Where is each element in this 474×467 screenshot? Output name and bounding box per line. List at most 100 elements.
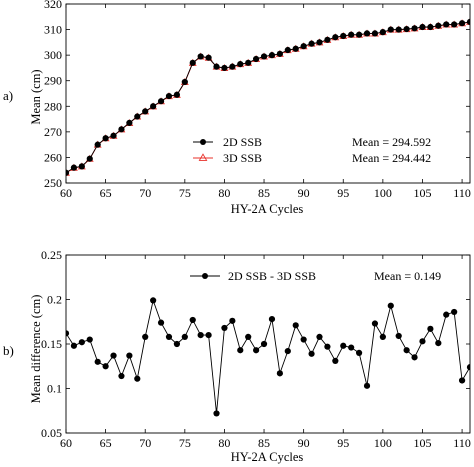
panel-b-y-tick-label: 0.25 [41,248,62,262]
panel-a-point-2d-ssb [229,63,236,70]
legend-label-difference: 2D SSB - 3D SSB [228,269,316,283]
panel-b-point-2d-ssb-3d-ssb [308,350,315,357]
panel-a-point-2d-ssb [435,22,442,29]
panel-b-plot [66,297,470,417]
panel-a-point-2d-ssb [466,18,470,25]
panel-a-x-tick-label: 90 [298,186,310,200]
panel-b-series-area [66,297,470,417]
panel-a-axes-box [65,3,471,184]
panel-a-point-2d-ssb [253,55,260,63]
panel-b-axes-box [65,254,471,434]
panel-a-point-2d-ssb [94,141,101,148]
panel-a-y-tick-label: 280 [44,99,62,113]
panel-b-point-2d-ssb-3d-ssb [348,344,355,351]
panel-a-point-2d-ssb [181,78,188,86]
panel-b-point-2d-ssb-3d-ssb [221,324,228,332]
panel-b-point-2d-ssb-3d-ssb [173,340,181,348]
panel-b-point-2d-ssb-3d-ssb [118,372,125,380]
panel-a-point-2d-ssb [118,126,125,133]
panel-a-point-2d-ssb [284,46,291,54]
panel-a-point-2d-ssb [157,98,165,105]
legend-marker-diff [202,273,208,279]
panel-b-point-2d-ssb-3d-ssb [443,311,450,318]
panel-a-x-tick-label: 95 [337,186,349,200]
panel-b-y-tick-label: 0.2 [47,293,62,307]
panel-a-point-2d-ssb [451,21,458,28]
panel-a-point-2d-ssb [189,59,196,66]
panel-a-point-2d-ssb [126,119,133,127]
panel-a-point-2d-ssb [268,52,276,59]
panel-a-point-2d-ssb [387,26,394,33]
panel-a-point-2d-ssb [371,30,379,37]
panel-b-point-2d-ssb-3d-ssb [292,322,299,329]
panel-b-point-2d-ssb-3d-ssb [435,340,442,347]
panel-b-point-2d-ssb-3d-ssb [150,297,157,304]
panel-b-point-2d-ssb-3d-ssb [197,332,204,339]
panel-b-x-tick-label: 110 [453,436,471,450]
panel-b-series-line-2d-ssb-3d-ssb [66,298,470,414]
panel-a-x-tick-label: 110 [453,186,471,200]
panel-a-point-2d-ssb [458,20,466,27]
panel-a-y-tick-label: 270 [44,125,62,139]
panel-b-point-2d-ssb-3d-ssb [229,317,236,324]
panel-a-x-tick-label: 80 [218,186,230,200]
panel-b-point-2d-ssb-3d-ssb [466,364,470,371]
panel-a-point-2d-ssb [427,23,434,31]
panel-a-y-tick-label: 250 [44,176,62,190]
panel-b-point-2d-ssb-3d-ssb [213,410,220,417]
panel-b-point-2d-ssb-3d-ssb [403,347,410,354]
panel-b-point-2d-ssb-3d-ssb [86,336,93,343]
panel-a-x-tick-label: 65 [100,186,112,200]
panel-a-point-2d-ssb [150,103,157,110]
panel-b-point-2d-ssb-3d-ssb [237,347,244,354]
panel-b-point-2d-ssb-3d-ssb [419,338,426,345]
panel-a-ticks: 60 65 70 75 80 85 90 95 100 105 110 250 260 270 280 290… [44,0,471,200]
panel-b-point-2d-ssb-3d-ssb [284,348,291,355]
panel-b-point-2d-ssb-3d-ssb [126,352,133,359]
panel-a-point-2d-ssb [363,30,371,37]
panel-b-y-tick-label: 0.15 [41,337,62,351]
panel-a-point-2d-ssb [165,92,173,100]
panel-a-point-2d-ssb [78,163,85,170]
panel-a-point-2d-ssb [348,31,355,38]
panel-a-point-2d-ssb [300,43,307,50]
panel-b-point-2d-ssb-3d-ssb [316,333,323,340]
panel-b-x-tick-label: 100 [374,436,392,450]
panel-b-point-2d-ssb-3d-ssb [66,330,70,337]
panel-a-x-tick-label: 70 [139,186,151,200]
panel-b-point-2d-ssb-3d-ssb [142,333,149,340]
panel-a-label: a) [3,88,13,103]
legend-label-3d-ssb: 3D SSB [223,151,262,165]
panel-b-point-2d-ssb-3d-ssb [451,308,458,316]
panel-a-point-2d-ssb [379,29,386,36]
panel-a-y-tick-label: 300 [44,48,62,62]
panel-b-point-2d-ssb-3d-ssb [340,342,347,349]
panel-a-y-tick-label: 260 [44,150,62,164]
panel-b-x-tick-label: 60 [60,436,72,450]
panel-b-mean: Mean = 0.149 [374,269,441,283]
legend-entry-difference: 2D SSB - 3D SSB [190,269,316,283]
panel-a-x-tick-label: 105 [413,186,431,200]
panel-b-x-tick-label: 95 [337,436,349,450]
panel-a-x-tick-label: 75 [179,186,191,200]
panel-a-xlabel: HY-2A Cycles [231,202,304,216]
panel-b-y-tick-label: 0.05 [41,426,62,440]
panel-b-point-2d-ssb-3d-ssb [324,343,331,350]
panel-b-xlabel: HY-2A Cycles [231,450,304,464]
panel-b-legend: 2D SSB - 3D SSB Mean = 0.149 [190,269,441,283]
panel-b-point-2d-ssb-3d-ssb [205,332,212,339]
panel-a-point-2d-ssb [213,63,220,70]
panel-a-point-2d-ssb [205,54,212,61]
panel-b-x-tick-label: 65 [100,436,112,450]
panel-a-mean-3d: Mean = 294.442 [352,151,431,165]
panel-b-point-2d-ssb-3d-ssb [332,357,339,365]
legend-marker-3d [198,153,208,161]
panel-b-point-2d-ssb-3d-ssb [102,363,109,370]
legend-entry-2d-ssb: 2D SSB [193,135,262,149]
panel-b-point-2d-ssb-3d-ssb [70,342,78,349]
panel-a-point-2d-ssb [245,59,252,66]
legend-marker-2d [200,139,206,145]
panel-b-point-2d-ssb-3d-ssb [260,340,268,348]
panel-a-point-2d-ssb [340,32,347,40]
